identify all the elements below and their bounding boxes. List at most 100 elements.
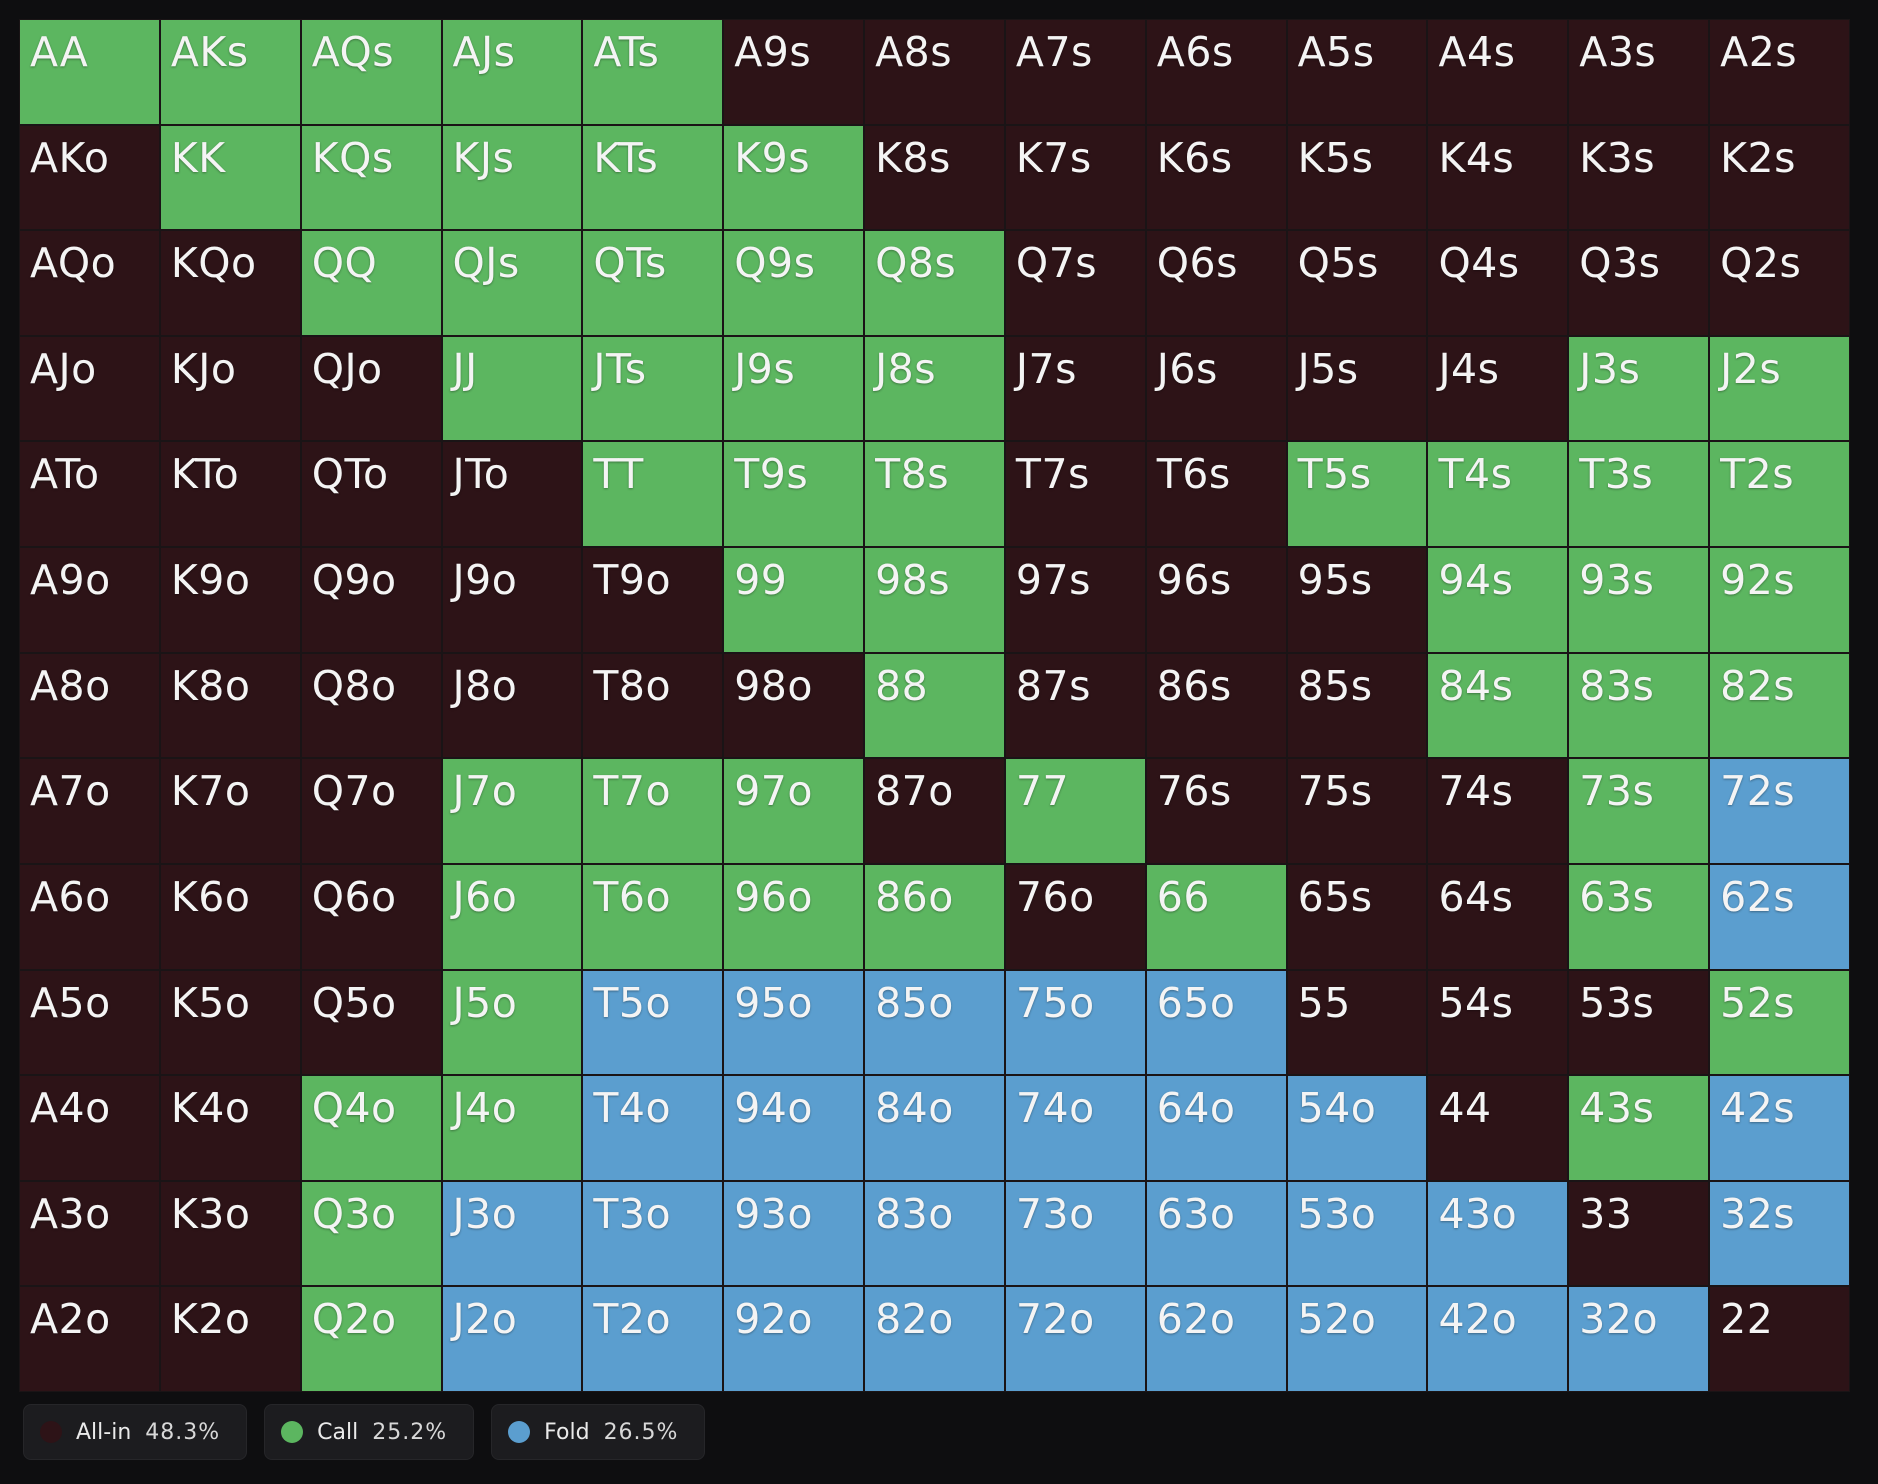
hand-cell: 83o [864, 1180, 1005, 1287]
hand-cell: 82s [1709, 652, 1850, 759]
hand-cell: 93s [1568, 547, 1710, 653]
hand-cell: A7s [1004, 19, 1146, 125]
hand-cell: A7o [19, 758, 160, 864]
hand-cell: 97s [1004, 547, 1146, 653]
hand-cell: 82o [864, 1286, 1005, 1392]
hand-cell: K9s [723, 124, 865, 231]
hand-cell: T9o [582, 547, 724, 653]
hand-cell: T2s [1709, 441, 1850, 548]
hand-cell: J6o [441, 863, 583, 970]
hand-cell: Q8s [864, 230, 1005, 336]
hand-cell: K4s [1427, 124, 1569, 231]
hand-cell: 92s [1709, 547, 1850, 653]
hand-cell: T7o [582, 758, 724, 864]
hand-cell: 62o [1145, 1286, 1287, 1392]
hand-cell: 55 [1286, 969, 1428, 1076]
hand-cell: TT [582, 441, 724, 548]
hand-cell: 72s [1709, 758, 1850, 864]
hand-cell: KQo [159, 230, 301, 336]
hand-cell: T8s [864, 441, 1005, 548]
hand-cell: 85o [864, 969, 1005, 1076]
hand-cell: K9o [159, 547, 301, 653]
legend-name: Call [317, 1419, 359, 1445]
hand-cell: K7s [1004, 124, 1146, 231]
hand-cell: Q2s [1709, 230, 1850, 336]
hand-cell: AKo [19, 124, 160, 231]
hand-cell: KJs [441, 124, 583, 231]
hand-cell: 53o [1286, 1180, 1428, 1287]
hand-cell: T3o [582, 1180, 724, 1287]
hand-cell: Q5o [300, 969, 442, 1076]
hand-cell: 77 [1004, 758, 1146, 864]
legend-share: 26.5% [603, 1419, 679, 1445]
legend-share: 48.3% [145, 1419, 221, 1445]
hand-cell: J9o [441, 547, 583, 653]
hand-cell: AJs [441, 19, 583, 125]
hand-cell: 85s [1286, 652, 1428, 759]
hand-cell: A6s [1145, 19, 1287, 125]
hand-cell: J7s [1004, 335, 1146, 442]
hand-cell: 98s [864, 547, 1005, 653]
hand-cell: 74o [1004, 1075, 1146, 1181]
hand-cell: 64s [1427, 863, 1569, 970]
hand-cell: T6o [582, 863, 724, 970]
hand-cell: 65s [1286, 863, 1428, 970]
hand-cell: 65o [1145, 969, 1287, 1076]
hand-cell: Q4s [1427, 230, 1569, 336]
hand-cell: 87o [864, 758, 1005, 864]
hand-cell: 64o [1145, 1075, 1287, 1181]
hand-cell: QTo [300, 441, 442, 548]
hand-cell: 75o [1004, 969, 1146, 1076]
hand-cell: J8s [864, 335, 1005, 442]
hand-cell: A5o [19, 969, 160, 1076]
hand-cell: J5o [441, 969, 583, 1076]
hand-cell: Q9s [723, 230, 865, 336]
hand-cell: 32s [1709, 1180, 1850, 1287]
hand-cell: 42o [1427, 1286, 1569, 1392]
hand-cell: AJo [19, 335, 160, 442]
hand-cell: K6s [1145, 124, 1287, 231]
hand-cell: K3o [159, 1180, 301, 1287]
hand-cell: K2o [159, 1286, 301, 1392]
hand-cell: 44 [1427, 1075, 1569, 1181]
hand-cell: J3o [441, 1180, 583, 1287]
hand-cell: 53s [1568, 969, 1710, 1076]
hand-cell: T8o [582, 652, 724, 759]
hand-cell: 97o [723, 758, 865, 864]
legend-swatch [508, 1421, 531, 1443]
hand-cell: A6o [19, 863, 160, 970]
hand-cell: ATs [582, 19, 724, 125]
hand-cell: K3s [1568, 124, 1710, 231]
hand-cell: K2s [1709, 124, 1850, 231]
hand-cell: ATo [19, 441, 160, 548]
legend-swatch [281, 1421, 304, 1443]
hand-cell: 63s [1568, 863, 1710, 970]
hand-cell: AKs [159, 19, 301, 125]
hand-cell: 92o [723, 1286, 865, 1392]
hand-cell: 63o [1145, 1180, 1287, 1287]
hand-cell: A8o [19, 652, 160, 759]
hand-cell: 86o [864, 863, 1005, 970]
hand-cell: 95s [1286, 547, 1428, 653]
hand-cell: J6s [1145, 335, 1287, 442]
hand-cell: 74s [1427, 758, 1569, 864]
hand-cell: K7o [159, 758, 301, 864]
hand-cell: A4s [1427, 19, 1569, 125]
hand-cell: T6s [1145, 441, 1287, 548]
hand-cell: 73o [1004, 1180, 1146, 1287]
hand-cell: 22 [1709, 1286, 1850, 1392]
hand-cell: J2o [441, 1286, 583, 1392]
hand-cell: T4s [1427, 441, 1569, 548]
hand-cell: T5o [582, 969, 724, 1076]
range-grid: AA AKs AQs AJs ATs A9s A8s A7s A6s A5s A4s A3s A2s AK… [19, 19, 1850, 1392]
hand-cell: K5s [1286, 124, 1428, 231]
hand-cell: 76s [1145, 758, 1287, 864]
hand-cell: 42s [1709, 1075, 1850, 1181]
hand-cell: T2o [582, 1286, 724, 1392]
hand-cell: 43s [1568, 1075, 1710, 1181]
hand-cell: 43o [1427, 1180, 1569, 1287]
hand-cell: QJo [300, 335, 442, 442]
hand-cell: T5s [1286, 441, 1428, 548]
hand-cell: 75s [1286, 758, 1428, 864]
hand-cell: JTo [441, 441, 583, 548]
